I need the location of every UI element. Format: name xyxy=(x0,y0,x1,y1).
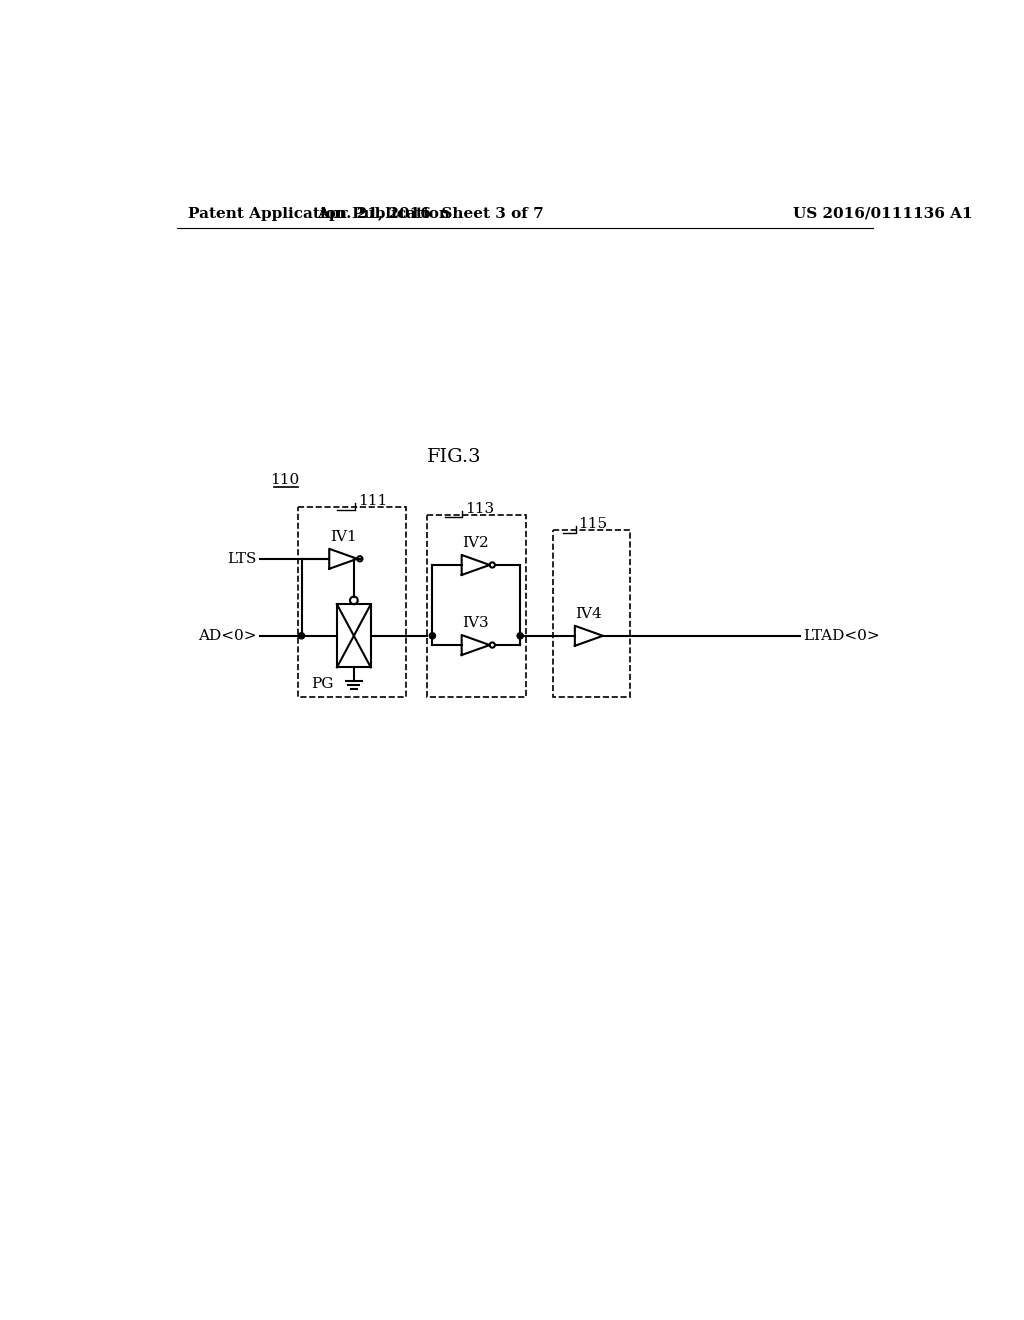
Text: IV4: IV4 xyxy=(575,607,602,622)
Text: FIG.3: FIG.3 xyxy=(427,449,481,466)
Polygon shape xyxy=(574,626,603,645)
Text: PG: PG xyxy=(311,677,334,692)
Text: Patent Application Publication: Patent Application Publication xyxy=(188,207,451,220)
Text: 113: 113 xyxy=(466,502,495,516)
Text: Apr. 21, 2016  Sheet 3 of 7: Apr. 21, 2016 Sheet 3 of 7 xyxy=(317,207,544,220)
Circle shape xyxy=(298,632,304,639)
Polygon shape xyxy=(337,605,371,668)
Circle shape xyxy=(517,632,523,639)
Polygon shape xyxy=(330,549,357,569)
Text: IV3: IV3 xyxy=(462,616,488,631)
Text: LTS: LTS xyxy=(227,552,257,566)
Text: 111: 111 xyxy=(358,494,388,508)
Text: AD<0>: AD<0> xyxy=(199,628,257,643)
Circle shape xyxy=(429,632,435,639)
Polygon shape xyxy=(462,554,489,576)
Text: IV1: IV1 xyxy=(330,531,356,544)
Text: LTAD<0>: LTAD<0> xyxy=(804,628,881,643)
Text: 115: 115 xyxy=(578,517,607,531)
Text: US 2016/0111136 A1: US 2016/0111136 A1 xyxy=(793,207,973,220)
Polygon shape xyxy=(462,635,489,655)
Text: 110: 110 xyxy=(270,474,299,487)
Text: IV2: IV2 xyxy=(462,536,488,550)
